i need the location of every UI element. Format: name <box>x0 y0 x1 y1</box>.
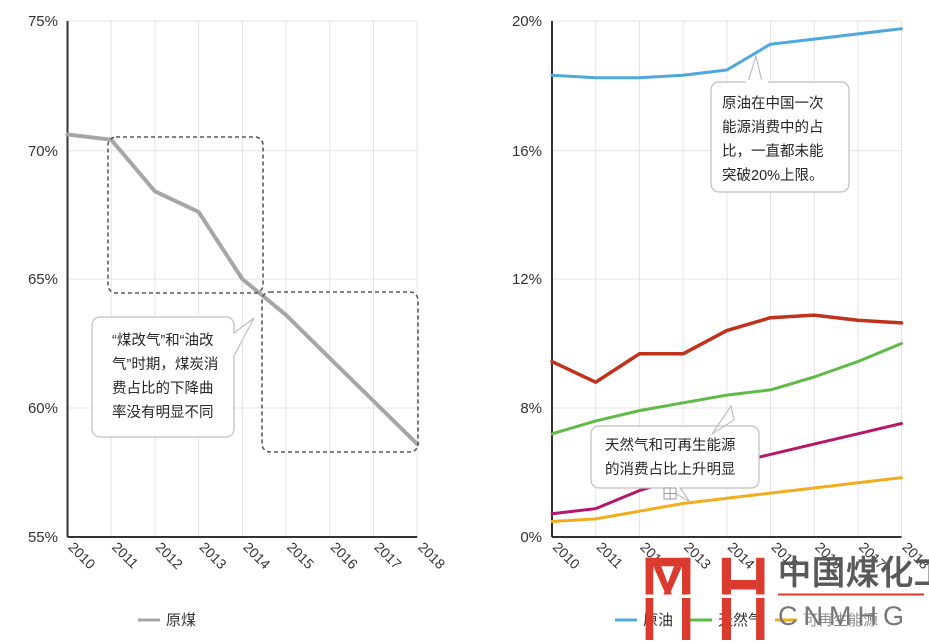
svg-text:比，一直都未能: 比，一直都未能 <box>722 143 824 160</box>
svg-text:70%: 70% <box>28 143 58 160</box>
svg-text:中国煤化工: 中国煤化工 <box>778 554 929 591</box>
svg-text:2011: 2011 <box>109 539 142 572</box>
svg-text:8%: 8% <box>520 400 542 417</box>
svg-text:0%: 0% <box>520 529 542 546</box>
svg-text:60%: 60% <box>28 400 58 417</box>
svg-text:气”时期，煤炭消: 气”时期，煤炭消 <box>112 356 218 373</box>
svg-text:2011: 2011 <box>594 539 627 572</box>
svg-text:12%: 12% <box>512 271 542 288</box>
svg-text:费占比的下降曲: 费占比的下降曲 <box>112 380 214 397</box>
svg-text:原油在中国一次: 原油在中国一次 <box>722 95 824 112</box>
svg-text:2010: 2010 <box>550 539 583 572</box>
svg-text:2010: 2010 <box>65 539 98 572</box>
svg-text:率没有明显不同: 率没有明显不同 <box>112 404 214 421</box>
svg-text:CNMHG: CNMHG <box>778 601 910 631</box>
svg-text:能源消费中的占: 能源消费中的占 <box>722 119 824 136</box>
svg-text:天然气和可再生能源: 天然气和可再生能源 <box>605 437 736 454</box>
svg-text:65%: 65% <box>28 271 58 288</box>
svg-text:20%: 20% <box>512 13 542 30</box>
svg-text:2014: 2014 <box>240 539 273 572</box>
svg-text:2017: 2017 <box>371 539 404 572</box>
svg-text:75%: 75% <box>28 13 58 30</box>
svg-text:2016: 2016 <box>328 539 361 572</box>
svg-text:16%: 16% <box>512 143 542 160</box>
svg-text:55%: 55% <box>28 529 58 546</box>
svg-text:2015: 2015 <box>284 539 317 572</box>
svg-text:2013: 2013 <box>196 539 229 572</box>
svg-text:原煤: 原煤 <box>166 612 196 629</box>
svg-text:的消费占比上升明显: 的消费占比上升明显 <box>605 461 736 478</box>
svg-text:“煤改气”和“油改: “煤改气”和“油改 <box>112 332 214 349</box>
svg-text:2018: 2018 <box>415 539 448 572</box>
svg-text:突破20%上限。: 突破20%上限。 <box>722 167 824 184</box>
svg-text:2012: 2012 <box>153 539 186 572</box>
